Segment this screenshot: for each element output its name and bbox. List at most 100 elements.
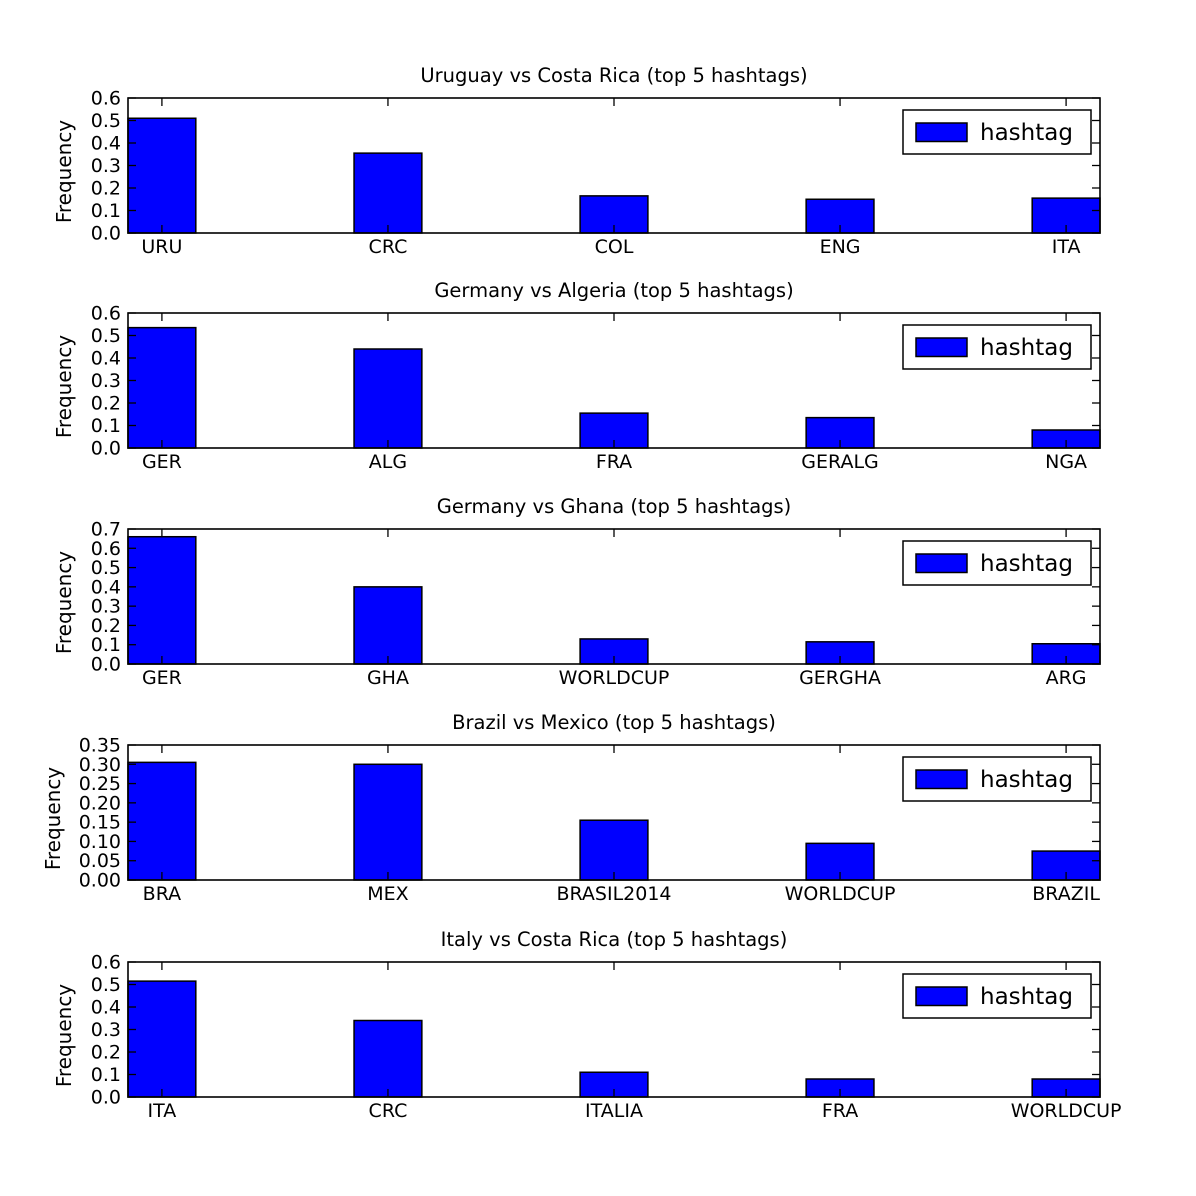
chart-title: Germany vs Algeria (top 5 hashtags)	[434, 279, 793, 302]
y-tick-label: 0.6	[91, 952, 121, 974]
legend-label: hashtag	[980, 120, 1073, 146]
chart-title: Uruguay vs Costa Rica (top 5 hashtags)	[420, 64, 807, 87]
x-tick-label: FRA	[822, 1100, 858, 1122]
legend-swatch	[915, 553, 968, 574]
y-tick-label: 0.0	[91, 223, 121, 245]
x-tick-label: BRA	[143, 883, 181, 905]
bar-URU	[127, 117, 197, 234]
y-tick-label: 0.20	[79, 792, 121, 814]
x-tick-label: WORLDCUP	[559, 667, 670, 689]
legend-label: hashtag	[980, 335, 1073, 361]
bar-GER	[127, 535, 197, 665]
y-tick-label: 0.2	[91, 1042, 121, 1064]
y-tick-label: 0.6	[91, 538, 121, 560]
x-tick-label: BRAZIL	[1032, 883, 1100, 905]
x-tick-label: CRC	[369, 236, 408, 258]
x-tick-label: WORLDCUP	[1011, 1100, 1122, 1122]
legend-swatch	[915, 986, 968, 1007]
y-tick-label: 0.00	[79, 870, 121, 892]
chart-title: Germany vs Ghana (top 5 hashtags)	[437, 495, 792, 518]
x-tick-label: ITALIA	[585, 1100, 643, 1122]
y-tick-label: 0.25	[79, 773, 121, 795]
x-tick-label: ARG	[1046, 667, 1087, 689]
y-tick-label: 0.0	[91, 438, 121, 460]
x-tick-label: GHA	[367, 667, 409, 689]
y-axis-label: Frequency	[52, 335, 76, 438]
bar-GHA	[353, 586, 423, 665]
bar-BRA	[127, 761, 197, 881]
legend-swatch	[915, 122, 968, 143]
x-tick-label: ALG	[369, 451, 407, 473]
chart-4: Brazil vs Mexico (top 5 hashtags) Frequen…	[41, 711, 1101, 905]
y-axis-label: Frequency	[52, 551, 76, 654]
x-tick-label: BRASIL2014	[556, 883, 671, 905]
bar-GER	[127, 326, 197, 449]
x-tick-label: WORLDCUP	[785, 883, 896, 905]
chart-2: Germany vs Algeria (top 5 hashtags) Frequ…	[52, 279, 1101, 473]
y-tick-label: 0.5	[91, 325, 121, 347]
y-tick-label: 0.1	[91, 200, 121, 222]
y-axis-label: Frequency	[41, 767, 65, 870]
chart-1: Uruguay vs Costa Rica (top 5 hashtags) Fr…	[52, 64, 1101, 258]
legend-swatch	[915, 337, 968, 358]
x-tick-label: GERGHA	[799, 667, 881, 689]
y-axis-label: Frequency	[52, 120, 76, 223]
legend-label: hashtag	[980, 551, 1073, 577]
x-tick-label: GER	[142, 451, 182, 473]
y-tick-label: 0.1	[91, 1064, 121, 1086]
y-tick-label: 0.3	[91, 370, 121, 392]
x-tick-label: FRA	[596, 451, 632, 473]
y-tick-label: 0.2	[91, 615, 121, 637]
y-tick-label: 0.4	[91, 576, 121, 598]
y-tick-label: 0.30	[79, 754, 121, 776]
legend-box	[902, 324, 1092, 370]
bar-CRC	[353, 152, 423, 234]
y-tick-label: 0.6	[91, 303, 121, 325]
y-tick-label: 0.4	[91, 133, 121, 155]
y-tick-label: 0.2	[91, 393, 121, 415]
y-tick-label: 0.3	[91, 596, 121, 618]
y-tick-label: 0.7	[91, 519, 121, 541]
chart-title: Brazil vs Mexico (top 5 hashtags)	[452, 711, 776, 734]
bar-BRASIL2014	[579, 819, 649, 881]
y-tick-label: 0.3	[91, 1019, 121, 1041]
legend-label: hashtag	[980, 984, 1073, 1010]
chart-5: Italy vs Costa Rica (top 5 hashtags) Freq…	[52, 928, 1121, 1122]
chart-3: Germany vs Ghana (top 5 hashtags) Frequen…	[52, 495, 1101, 689]
x-tick-label: ENG	[820, 236, 861, 258]
y-tick-label: 0.5	[91, 557, 121, 579]
x-tick-label: CRC	[369, 1100, 408, 1122]
y-tick-label: 0.05	[79, 850, 121, 872]
y-tick-label: 0.1	[91, 634, 121, 656]
y-tick-label: 0.10	[79, 831, 121, 853]
bar-MEX	[353, 763, 423, 881]
bar-GERALG	[805, 416, 875, 449]
y-tick-label: 0.4	[91, 348, 121, 370]
bar-CRC	[353, 1019, 423, 1098]
y-tick-label: 0.0	[91, 654, 121, 676]
y-tick-label: 0.3	[91, 155, 121, 177]
x-tick-label: GERALG	[801, 451, 878, 473]
x-tick-label: ITA	[148, 1100, 177, 1122]
y-tick-label: 0.2	[91, 178, 121, 200]
x-tick-label: ITA	[1052, 236, 1081, 258]
x-tick-label: GER	[142, 667, 182, 689]
y-tick-label: 0.5	[91, 110, 121, 132]
bar-ALG	[353, 348, 423, 449]
y-tick-label: 0.0	[91, 1087, 121, 1109]
y-tick-label: 0.1	[91, 415, 121, 437]
bar-ITA	[127, 980, 197, 1098]
x-tick-label: URU	[141, 236, 182, 258]
legend-swatch	[915, 769, 968, 790]
y-tick-label: 0.6	[91, 88, 121, 110]
y-tick-label: 0.5	[91, 974, 121, 996]
chart-title: Italy vs Costa Rica (top 5 hashtags)	[441, 928, 788, 951]
legend-label: hashtag	[980, 767, 1073, 793]
y-tick-label: 0.15	[79, 812, 121, 834]
x-tick-label: MEX	[367, 883, 408, 905]
x-tick-label: COL	[595, 236, 634, 258]
y-tick-label: 0.4	[91, 997, 121, 1019]
y-axis-label: Frequency	[52, 984, 76, 1087]
